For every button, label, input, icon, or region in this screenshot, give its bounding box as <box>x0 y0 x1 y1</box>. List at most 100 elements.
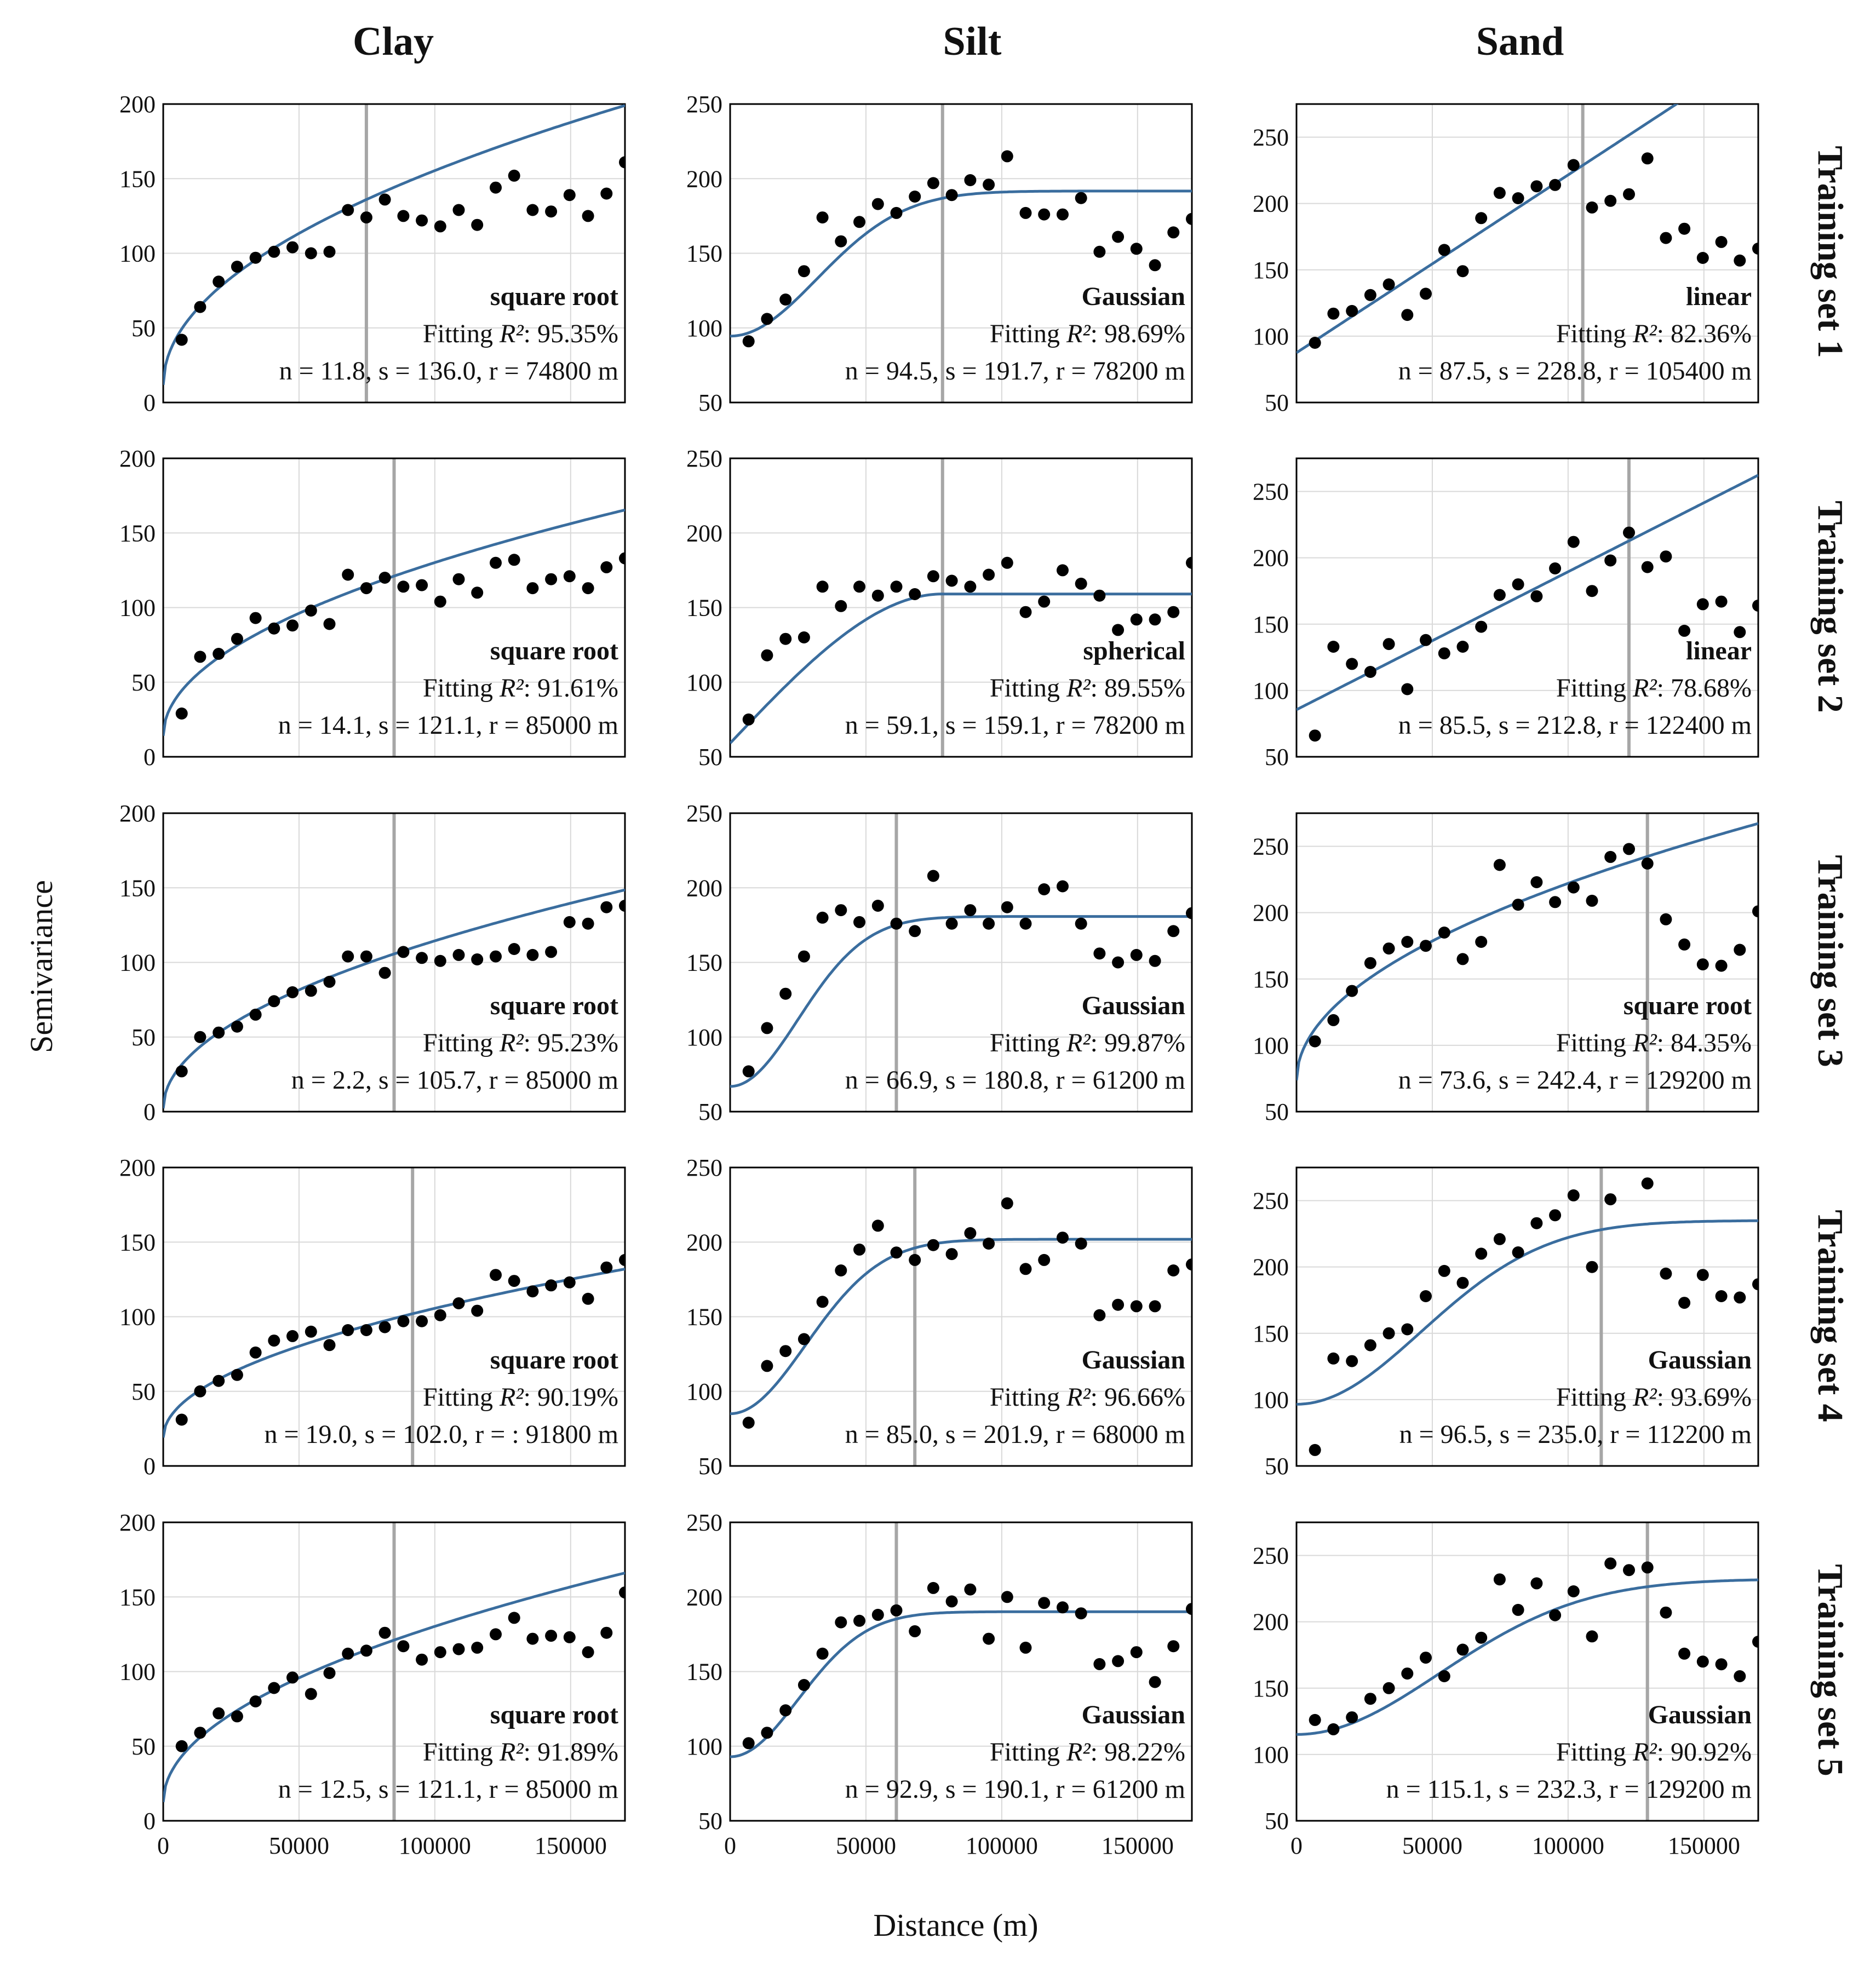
data-point <box>378 967 391 979</box>
data-point <box>871 1220 884 1232</box>
data-point <box>1057 564 1069 577</box>
y-tick-label: 150 <box>119 875 156 901</box>
model-fit-curve <box>730 189 1192 338</box>
y-tick-label: 100 <box>1253 1741 1289 1768</box>
parameters-label: n = 59.1, s = 159.1, r = 78200 m <box>845 711 1185 740</box>
model-fit-curve <box>163 1571 625 1803</box>
data-point <box>397 1640 410 1653</box>
data-point <box>1493 1233 1506 1245</box>
data-point <box>1678 1297 1691 1309</box>
data-point <box>1093 947 1106 960</box>
panel-sand-2: 50 100 150 200 250 linear Fitting R²: 78.68% n … <box>1253 457 1759 770</box>
r2-symbol-part: R² <box>1632 1738 1657 1767</box>
data-point <box>1586 201 1598 214</box>
data-point <box>1623 188 1635 200</box>
data-point <box>342 1324 354 1336</box>
data-point <box>1586 894 1598 907</box>
data-point <box>452 948 465 961</box>
data-point <box>1057 208 1069 221</box>
data-point <box>798 950 810 963</box>
data-point <box>1167 606 1180 618</box>
r2-value-part: : 91.89% <box>524 1738 618 1767</box>
data-point <box>619 156 625 169</box>
data-point <box>1604 1557 1617 1570</box>
fitting-label-part: Fitting <box>423 1028 500 1057</box>
data-point <box>213 275 225 288</box>
data-point <box>563 189 576 202</box>
data-point <box>1604 554 1617 567</box>
data-point <box>378 572 391 584</box>
fitting-label-part: Fitting <box>990 1738 1066 1767</box>
model-name-label: Gaussian <box>1082 1345 1185 1374</box>
data-point <box>1364 289 1376 301</box>
r2-value-part: : 89.55% <box>1091 674 1185 703</box>
y-tick-label: 150 <box>686 240 722 267</box>
row-title-1: Training set 1 <box>1810 146 1850 358</box>
y-tick-label: 100 <box>119 950 156 976</box>
y-tick-label: 50 <box>131 669 156 696</box>
r2-symbol-part: R² <box>1066 1738 1091 1767</box>
data-point <box>1346 1355 1358 1367</box>
data-point <box>600 561 613 573</box>
data-point <box>742 1417 755 1429</box>
fitting-label-part: Fitting <box>1556 319 1633 348</box>
data-point <box>1456 1643 1469 1656</box>
plot-frame <box>729 1521 1193 1822</box>
data-point <box>1530 1577 1543 1590</box>
y-tick-label: 150 <box>1253 1320 1289 1347</box>
data-point <box>1364 1339 1376 1351</box>
data-point <box>231 1368 243 1381</box>
data-point <box>378 1321 391 1333</box>
data-point <box>194 651 206 663</box>
data-point <box>983 1238 995 1250</box>
y-tick-label: 250 <box>1253 479 1289 505</box>
data-point <box>945 1248 958 1261</box>
plot-frame <box>1295 812 1759 1113</box>
y-tick-label: 100 <box>119 595 156 622</box>
y-tick-label: 50 <box>131 1378 156 1405</box>
data-point <box>1678 222 1691 235</box>
data-point <box>563 1276 576 1289</box>
model-name-label: square root <box>490 1700 618 1729</box>
model-name-label: Gaussian <box>1082 991 1185 1020</box>
data-point <box>1093 245 1106 258</box>
data-point <box>871 900 884 912</box>
data-point <box>1364 666 1376 678</box>
data-point <box>1420 1652 1432 1664</box>
data-point <box>490 181 502 194</box>
y-tick-label: 200 <box>119 1509 156 1536</box>
y-tick-label: 100 <box>686 315 722 342</box>
data-point <box>305 1325 317 1338</box>
r2-symbol-part: R² <box>1632 1383 1657 1412</box>
panel-clay-5: 0 50 100 150 200 0 50000 100000 150000 square roo… <box>119 1509 626 1859</box>
x-tick-label: 50000 <box>1402 1832 1462 1859</box>
model-name-label: spherical <box>1083 636 1185 665</box>
data-point <box>1530 590 1543 602</box>
data-point <box>1438 927 1450 939</box>
data-point <box>1530 1217 1543 1229</box>
data-point <box>582 582 594 595</box>
y-tick-label: 150 <box>1253 611 1289 638</box>
y-tick-label: 200 <box>686 1229 722 1256</box>
parameters-label: n = 92.9, s = 190.1, r = 61200 m <box>845 1775 1185 1804</box>
data-point <box>268 1335 280 1347</box>
y-tick-label: 200 <box>1253 900 1289 927</box>
data-point <box>1382 942 1395 955</box>
y-tick-label: 150 <box>686 1304 722 1331</box>
data-point <box>761 1727 773 1739</box>
data-point <box>1475 620 1488 633</box>
data-point <box>835 1264 847 1276</box>
data-point <box>397 580 410 593</box>
data-point <box>434 220 446 233</box>
data-point <box>1001 1197 1013 1210</box>
data-point <box>342 1647 354 1660</box>
r2-symbol-part: R² <box>499 1028 524 1057</box>
y-tick-label: 50 <box>1265 1808 1289 1834</box>
data-point <box>1075 577 1087 590</box>
panel-sand-5: 50 100 150 200 250 0 50000 100000 150000 Gaussian… <box>1253 1521 1759 1859</box>
data-point <box>1641 152 1654 165</box>
data-point <box>1696 958 1709 971</box>
model-name-label: square root <box>1623 991 1752 1020</box>
